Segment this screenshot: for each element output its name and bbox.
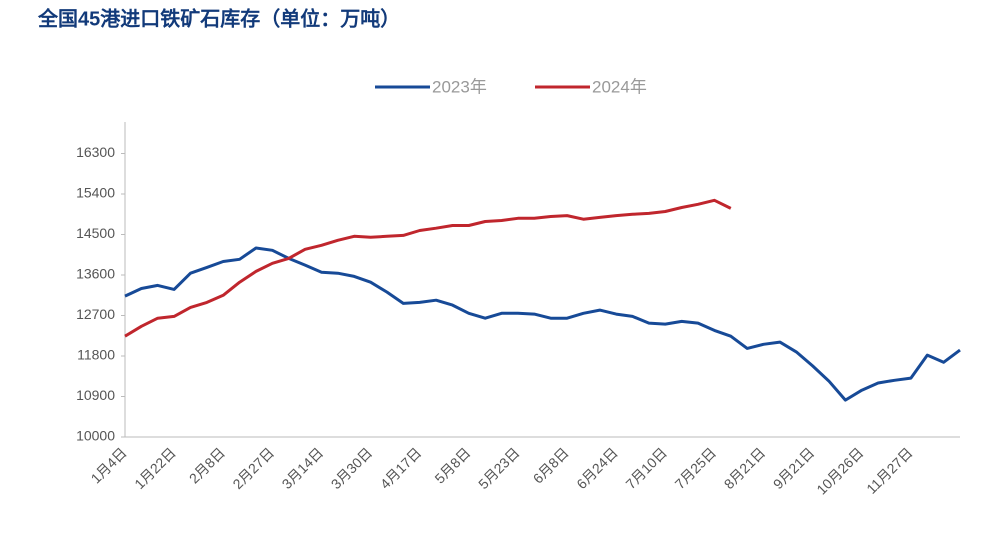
x-tick-label: 1月22日 [131, 444, 179, 492]
y-tick-label: 13600 [76, 266, 115, 282]
x-tick-label: 9月21日 [770, 444, 818, 492]
x-tick-label: 7月10日 [622, 444, 670, 492]
x-tick-label: 5月8日 [431, 444, 473, 486]
y-tick-label: 12700 [76, 306, 115, 322]
x-tick-label: 11月27日 [863, 444, 915, 496]
x-tick-label: 2月27日 [229, 444, 277, 492]
x-tick-label: 3月14日 [279, 444, 327, 492]
x-tick-label: 6月8日 [530, 444, 572, 486]
x-tick-label: 2月8日 [186, 444, 228, 486]
x-tick-label: 3月30日 [328, 444, 376, 492]
x-tick-label: 1月4日 [88, 444, 130, 486]
x-tick-label: 5月23日 [475, 444, 523, 492]
x-tick-label: 7月25日 [672, 444, 720, 492]
x-tick-label: 8月21日 [721, 444, 769, 492]
legend-label: 2024年 [592, 77, 647, 96]
series-line [124, 198, 732, 338]
y-tick-label: 10900 [76, 387, 115, 403]
chart-title: 全国45港进口铁矿石库存（单位：万吨） [37, 6, 400, 30]
legend-label: 2023年 [432, 77, 487, 96]
x-tick-label: 6月24日 [573, 444, 621, 492]
y-tick-label: 11800 [77, 347, 115, 363]
series-line [124, 246, 961, 402]
x-tick-label: 10月26日 [813, 444, 866, 497]
y-tick-label: 15400 [76, 185, 115, 201]
y-tick-label: 14500 [76, 225, 115, 241]
y-tick-label: 16300 [76, 144, 115, 160]
x-tick-label: 4月17日 [377, 444, 425, 492]
y-tick-label: 10000 [76, 428, 115, 444]
